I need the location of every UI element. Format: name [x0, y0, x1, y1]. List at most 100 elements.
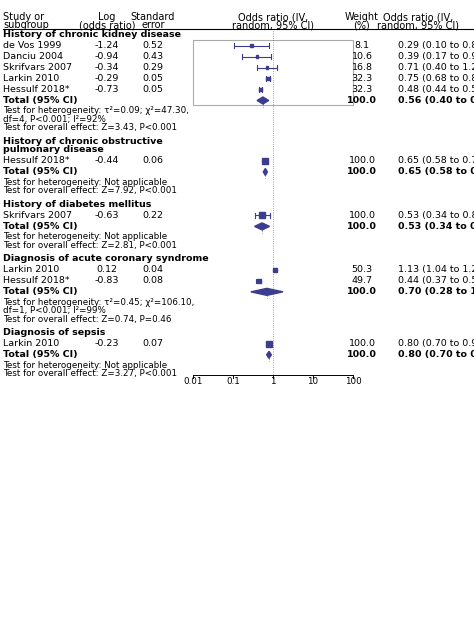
Text: Test for heterogeneity: τ²=0.45; χ²=106.10,: Test for heterogeneity: τ²=0.45; χ²=106.… [3, 298, 194, 307]
Text: df=4, P<0.001; I²=92%: df=4, P<0.001; I²=92% [3, 115, 106, 124]
Text: Diagnosis of sepsis: Diagnosis of sepsis [3, 328, 105, 337]
Text: 0.65 (0.58 to 0.72): 0.65 (0.58 to 0.72) [398, 167, 474, 177]
Text: Test for heterogeneity: τ²=0.09; χ²=47.30,: Test for heterogeneity: τ²=0.09; χ²=47.3… [3, 106, 189, 116]
Bar [256, 279, 261, 283]
Bar [262, 158, 268, 164]
Text: random, 95% CI): random, 95% CI) [232, 20, 314, 30]
Text: 1: 1 [270, 377, 276, 386]
Text: error: error [141, 20, 165, 30]
Text: 0.05: 0.05 [143, 85, 164, 94]
Text: Test for overall effect: Z=0.74, P=0.46: Test for overall effect: Z=0.74, P=0.46 [3, 314, 172, 324]
Text: 100.0: 100.0 [348, 157, 375, 165]
Bar [266, 341, 272, 347]
Text: Total (95% CI): Total (95% CI) [3, 167, 78, 177]
Text: Test for heterogeneity: Not applicable: Test for heterogeneity: Not applicable [3, 178, 167, 187]
Text: Standard: Standard [131, 12, 175, 22]
Bar [259, 88, 262, 91]
Text: Odds ratio (IV,: Odds ratio (IV, [383, 12, 453, 22]
Text: -0.23: -0.23 [95, 339, 119, 348]
Text: Test for overall effect: Z=2.81, P<0.001: Test for overall effect: Z=2.81, P<0.001 [3, 241, 177, 250]
Text: Study or: Study or [3, 12, 44, 22]
Text: 0.1: 0.1 [226, 377, 240, 386]
Text: 0.48 (0.44 to 0.53): 0.48 (0.44 to 0.53) [398, 85, 474, 94]
Text: 0.44 (0.37 to 0.51): 0.44 (0.37 to 0.51) [398, 276, 474, 286]
Polygon shape [251, 288, 283, 296]
Text: de Vos 1999: de Vos 1999 [3, 41, 61, 50]
Text: 0.12: 0.12 [97, 265, 118, 274]
Bar [273, 268, 277, 272]
Text: Test for heterogeneity: Not applicable: Test for heterogeneity: Not applicable [3, 361, 167, 370]
Text: 0.22: 0.22 [143, 211, 164, 220]
Text: 0.56 (0.40 to 0.78): 0.56 (0.40 to 0.78) [398, 96, 474, 105]
Bar [259, 213, 265, 218]
Text: 0.52: 0.52 [143, 41, 164, 50]
Text: 10: 10 [308, 377, 319, 386]
Bar [266, 77, 270, 80]
Text: -0.73: -0.73 [95, 85, 119, 94]
Text: 32.3: 32.3 [351, 74, 373, 83]
Text: -1.24: -1.24 [95, 41, 119, 50]
Text: Hessulf 2018*: Hessulf 2018* [3, 157, 70, 165]
Text: df=1, P<0.001; I²=99%: df=1, P<0.001; I²=99% [3, 306, 106, 315]
Text: 0.29 (0.10 to 0.80): 0.29 (0.10 to 0.80) [398, 41, 474, 50]
Text: Test for heterogeneity: Not applicable: Test for heterogeneity: Not applicable [3, 232, 167, 242]
Text: -0.29: -0.29 [95, 74, 119, 83]
Text: Odds ratio (IV,: Odds ratio (IV, [238, 12, 308, 22]
Text: Skrifvars 2007: Skrifvars 2007 [3, 211, 72, 220]
Text: Weight: Weight [345, 12, 379, 22]
Text: 0.05: 0.05 [143, 74, 164, 83]
Text: 0.08: 0.08 [143, 276, 164, 286]
Text: Larkin 2010: Larkin 2010 [3, 339, 59, 348]
Text: 100: 100 [345, 377, 361, 386]
Text: 100.0: 100.0 [348, 211, 375, 220]
Text: subgroup: subgroup [3, 20, 49, 30]
Text: History of chronic obstructive: History of chronic obstructive [3, 137, 163, 146]
Polygon shape [263, 169, 267, 175]
Text: Hessulf 2018*: Hessulf 2018* [3, 276, 70, 286]
Text: Total (95% CI): Total (95% CI) [3, 96, 78, 105]
Text: 1.13 (1.04 to 1.23): 1.13 (1.04 to 1.23) [398, 265, 474, 274]
Text: Larkin 2010: Larkin 2010 [3, 74, 59, 83]
Text: 49.7: 49.7 [352, 276, 373, 286]
Text: Larkin 2010: Larkin 2010 [3, 265, 59, 274]
Polygon shape [255, 223, 270, 230]
Text: 32.3: 32.3 [351, 85, 373, 94]
Bar [255, 55, 258, 58]
Text: -0.83: -0.83 [95, 276, 119, 286]
Text: 50.3: 50.3 [351, 265, 373, 274]
Text: Test for overall effect: Z=3.43, P<0.001: Test for overall effect: Z=3.43, P<0.001 [3, 123, 177, 133]
Text: (%): (%) [354, 20, 370, 30]
Text: (odds ratio): (odds ratio) [79, 20, 135, 30]
Text: Test for overall effect: Z=3.27, P<0.001: Test for overall effect: Z=3.27, P<0.001 [3, 369, 177, 378]
Text: -0.44: -0.44 [95, 157, 119, 165]
Text: 100.0: 100.0 [347, 287, 377, 296]
Text: Total (95% CI): Total (95% CI) [3, 287, 78, 296]
Text: 0.75 (0.68 to 0.82): 0.75 (0.68 to 0.82) [398, 74, 474, 83]
Text: 100.0: 100.0 [347, 96, 377, 105]
Text: 100.0: 100.0 [347, 350, 377, 359]
Text: 0.65 (0.58 to 0.72): 0.65 (0.58 to 0.72) [398, 157, 474, 165]
Text: 0.80 (0.70 to 0.91): 0.80 (0.70 to 0.91) [398, 339, 474, 348]
Text: -0.63: -0.63 [95, 211, 119, 220]
Bar [250, 45, 253, 47]
Bar [266, 66, 268, 69]
Polygon shape [257, 97, 269, 104]
Text: 0.71 (0.40 to 1.27): 0.71 (0.40 to 1.27) [398, 63, 474, 72]
Text: 100.0: 100.0 [347, 167, 377, 177]
Text: 0.07: 0.07 [143, 339, 164, 348]
Text: 100.0: 100.0 [348, 339, 375, 348]
Text: Total (95% CI): Total (95% CI) [3, 222, 78, 231]
Text: 10.6: 10.6 [352, 52, 373, 61]
Text: 16.8: 16.8 [352, 63, 373, 72]
Text: 0.70 (0.28 to 1.78): 0.70 (0.28 to 1.78) [398, 287, 474, 296]
Text: 0.04: 0.04 [143, 265, 164, 274]
Text: 0.53 (0.34 to 0.83): 0.53 (0.34 to 0.83) [398, 222, 474, 231]
Text: 0.01: 0.01 [183, 377, 203, 386]
Text: History of diabetes mellitus: History of diabetes mellitus [3, 200, 151, 209]
Text: 0.43: 0.43 [143, 52, 164, 61]
Text: Danciu 2004: Danciu 2004 [3, 52, 63, 61]
Text: random, 95% CI): random, 95% CI) [377, 20, 459, 30]
Text: -0.94: -0.94 [95, 52, 119, 61]
Text: Total (95% CI): Total (95% CI) [3, 350, 78, 359]
Text: Log: Log [98, 12, 116, 22]
